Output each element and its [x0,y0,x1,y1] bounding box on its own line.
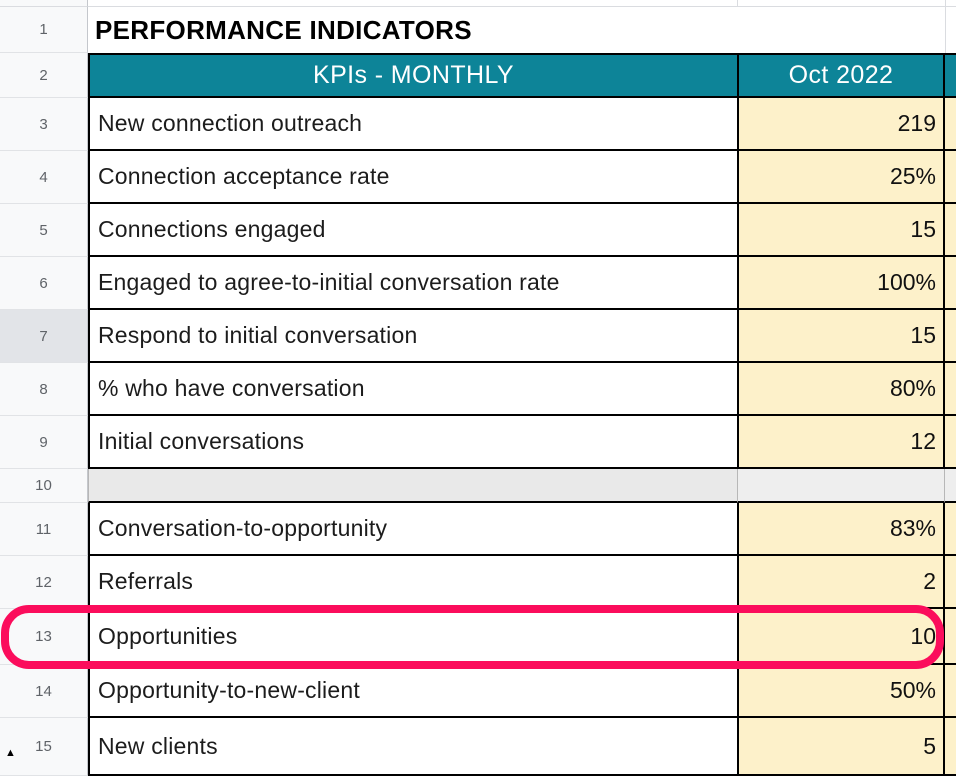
month-header-cell[interactable]: Oct 2022 [737,53,945,98]
grid-cell[interactable] [945,503,956,556]
kpi-value-cell[interactable]: 25% [737,151,945,204]
grid-cell[interactable] [945,363,956,416]
row-header-3[interactable]: 3 [0,98,88,151]
kpi-label-cell[interactable]: Conversation-to-opportunity [88,503,737,556]
grid-cell[interactable] [945,98,956,151]
page-title: PERFORMANCE INDICATORS [95,14,472,45]
kpi-label-cell[interactable]: New connection outreach [88,98,737,151]
table-row: 6 Engaged to agree-to-initial conversati… [0,257,956,310]
kpi-value-cell[interactable]: 12 [737,416,945,469]
grid-cell[interactable] [737,0,945,7]
kpi-value-cell[interactable]: 219 [737,98,945,151]
row-header-1[interactable]: 1 [0,7,88,53]
kpi-label-cell[interactable]: Connections engaged [88,204,737,257]
kpi-label-cell[interactable]: Opportunity-to-new-client [88,665,737,718]
table-row: 8 % who have conversation 80% [0,363,956,416]
table-row: 4 Connection acceptance rate 25% [0,151,956,204]
row-header-11[interactable]: 11 [0,503,88,556]
row-header-8[interactable]: 8 [0,363,88,416]
grid-cell[interactable] [945,609,956,665]
table-row: 12 Referrals 2 [0,556,956,609]
row-header-5[interactable]: 5 [0,204,88,257]
row-gutter-cell [0,0,88,7]
kpi-value-cell[interactable]: 15 [737,204,945,257]
table-row: 11 Conversation-to-opportunity 83% [0,503,956,556]
table-row: 7 Respond to initial conversation 15 [0,310,956,363]
kpi-value-cell[interactable]: 10 [737,609,945,665]
grid-cell[interactable] [945,204,956,257]
kpi-label-cell[interactable]: Connection acceptance rate [88,151,737,204]
hidden-rows-arrow-icon[interactable]: ▲ [5,747,16,759]
grid-cell[interactable] [88,0,737,7]
grid-cell[interactable] [945,718,956,776]
title-cell[interactable]: PERFORMANCE INDICATORS [88,7,737,53]
kpi-value-cell[interactable]: 2 [737,556,945,609]
table-header-row: 2 KPIs - MONTHLY Oct 2022 [0,53,956,98]
row-header-10[interactable]: 10 [0,469,88,503]
grid-cell[interactable] [945,151,956,204]
row-header-15[interactable]: 15 [0,718,88,776]
kpi-value-cell[interactable]: 50% [737,665,945,718]
table-row: 3 New connection outreach 219 [0,98,956,151]
table-row: 15 New clients 5 [0,718,956,776]
grid-cell[interactable] [945,0,956,7]
row-header-9[interactable]: 9 [0,416,88,469]
kpi-value-cell[interactable]: 100% [737,257,945,310]
grid-cell[interactable] [737,7,945,53]
grid-cell[interactable] [945,310,956,363]
table-row: 1 PERFORMANCE INDICATORS [0,7,956,53]
table-row: 9 Initial conversations 12 [0,416,956,469]
row-header-13[interactable]: 13 [0,609,88,665]
grid-cell[interactable] [945,416,956,469]
row-header-2[interactable]: 2 [0,53,88,98]
kpi-label-cell[interactable]: Referrals [88,556,737,609]
kpi-header-cell[interactable]: KPIs - MONTHLY [88,53,737,98]
kpi-value-cell[interactable]: 80% [737,363,945,416]
kpi-value-cell[interactable]: 5 [737,718,945,776]
kpi-label-cell[interactable]: Opportunities [88,609,737,665]
table-row-highlighted: 13 Opportunities 10 [0,609,956,665]
kpi-value-cell[interactable]: 15 [737,310,945,363]
grid-cell[interactable] [945,556,956,609]
row-header-4[interactable]: 4 [0,151,88,204]
kpi-label-cell[interactable]: Respond to initial conversation [88,310,737,363]
kpi-label-cell[interactable]: % who have conversation [88,363,737,416]
grid-cell[interactable] [945,53,956,98]
spacer-row: 10 [0,469,956,503]
row-header-12[interactable]: 12 [0,556,88,609]
grid-cell[interactable] [945,7,956,53]
grid-cell[interactable] [945,665,956,718]
row-header-14[interactable]: 14 [0,665,88,718]
kpi-label-cell[interactable]: New clients [88,718,737,776]
row-header-7[interactable]: 7 [0,310,88,363]
kpi-label-cell[interactable]: Initial conversations [88,416,737,469]
row-header-6[interactable]: 6 [0,257,88,310]
table-row: 5 Connections engaged 15 [0,204,956,257]
kpi-label-cell[interactable]: Engaged to agree-to-initial conversation… [88,257,737,310]
grid-cell[interactable] [945,257,956,310]
table-row: 14 Opportunity-to-new-client 50% [0,665,956,718]
kpi-value-cell[interactable]: 83% [737,503,945,556]
empty-cell[interactable] [737,469,945,503]
grid-cell[interactable] [945,469,956,503]
partial-row-top [0,0,956,7]
empty-cell[interactable] [88,469,737,503]
